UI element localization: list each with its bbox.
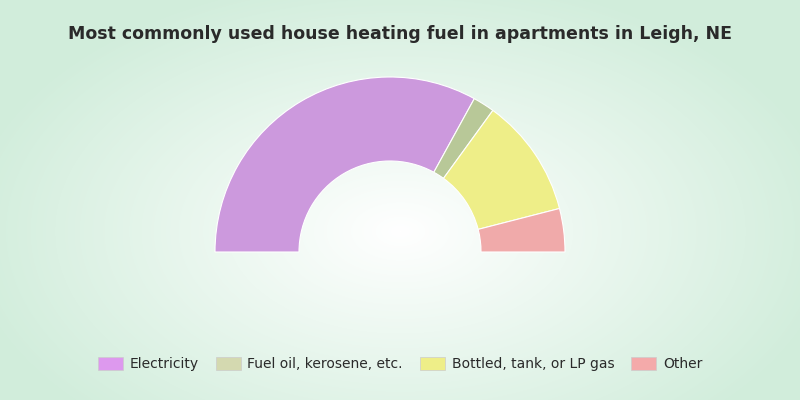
Legend: Electricity, Fuel oil, kerosene, etc., Bottled, tank, or LP gas, Other: Electricity, Fuel oil, kerosene, etc., B… bbox=[98, 357, 702, 371]
Wedge shape bbox=[478, 208, 565, 252]
Wedge shape bbox=[215, 77, 474, 252]
Text: Most commonly used house heating fuel in apartments in Leigh, NE: Most commonly used house heating fuel in… bbox=[68, 25, 732, 43]
Wedge shape bbox=[434, 99, 493, 178]
Wedge shape bbox=[443, 110, 559, 229]
